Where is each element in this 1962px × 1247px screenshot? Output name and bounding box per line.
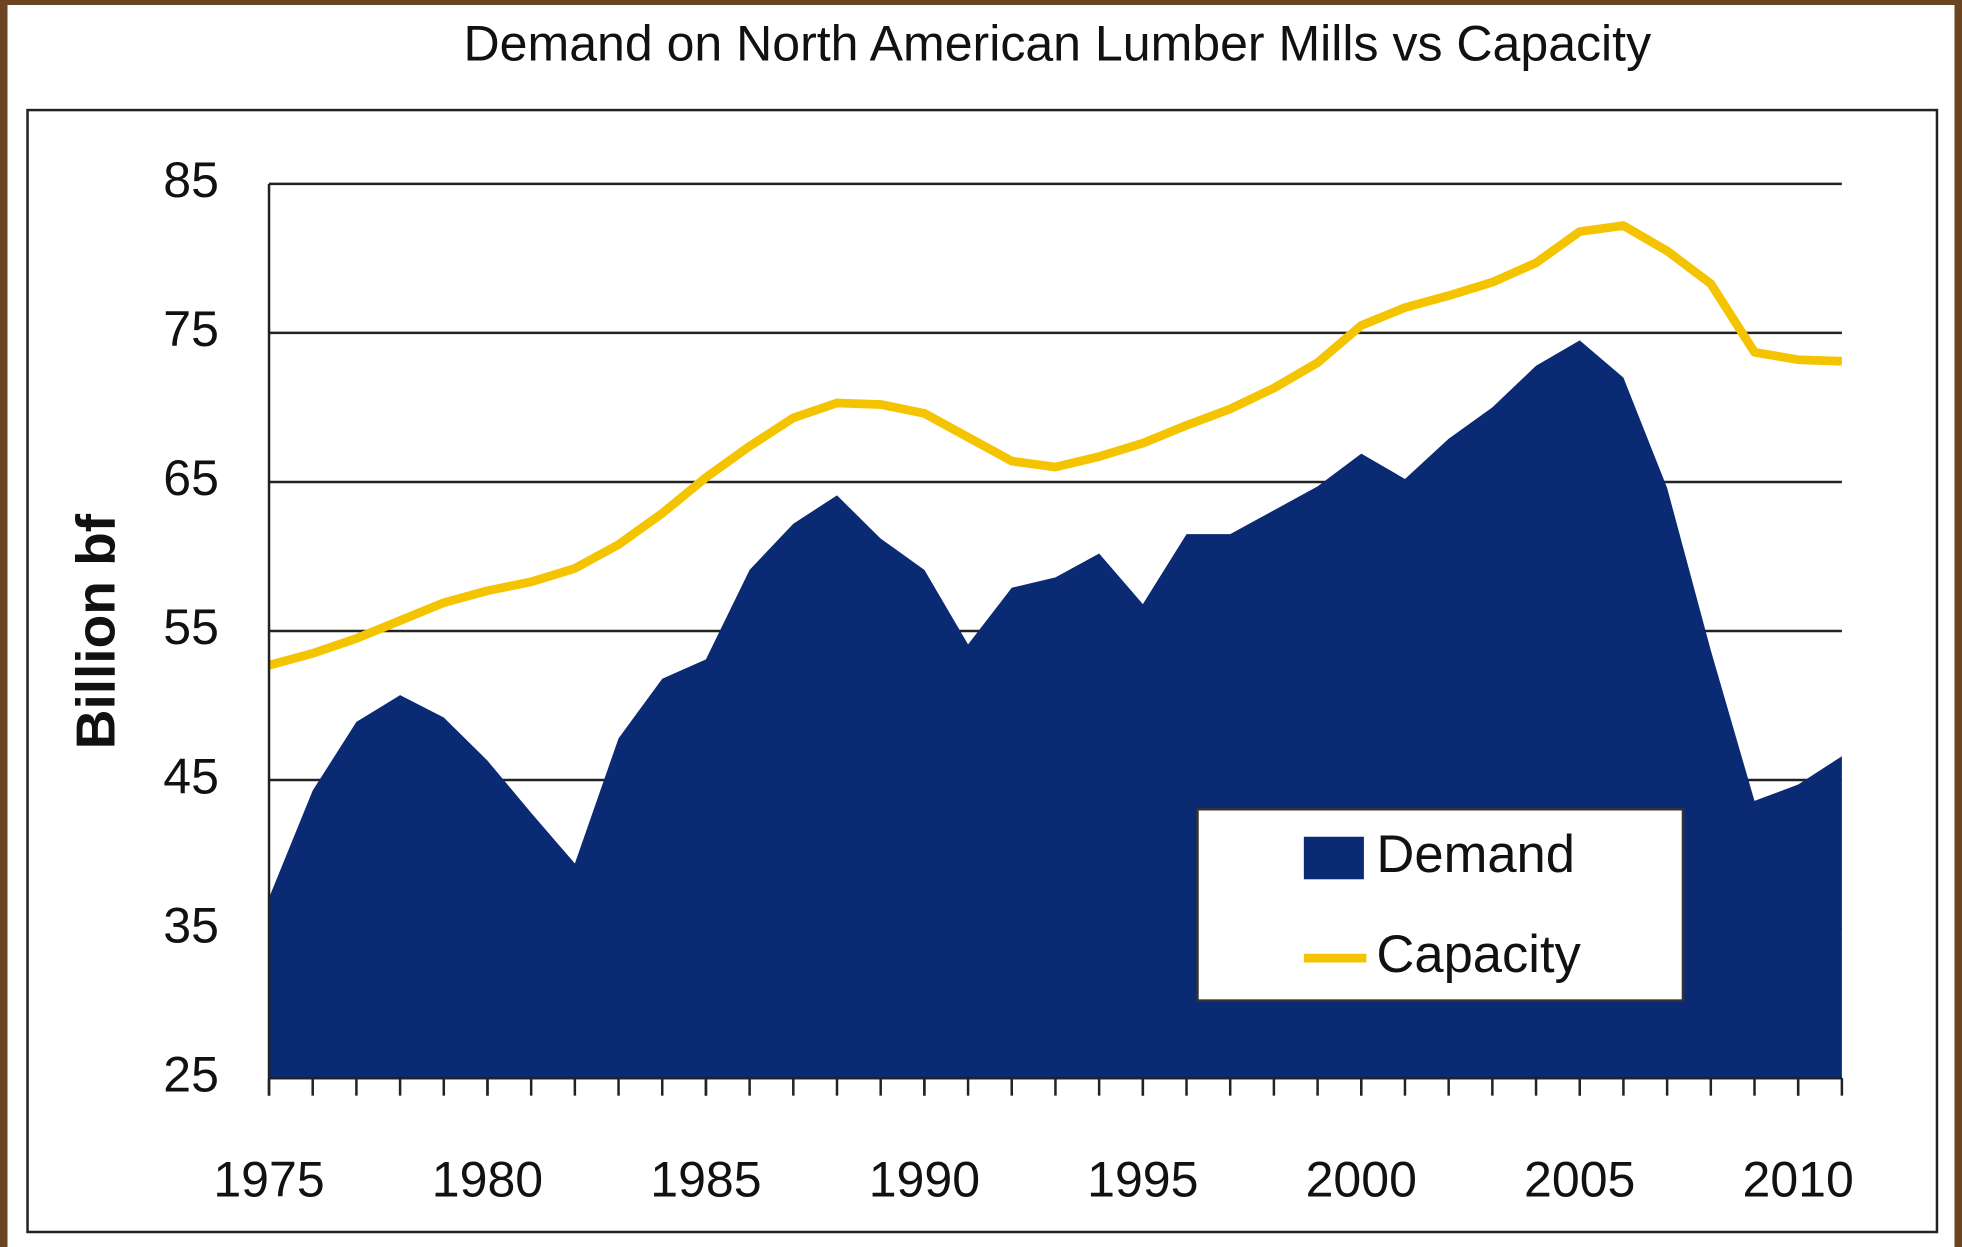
y-tick-label: 75 <box>163 301 219 357</box>
legend-swatch <box>1303 836 1364 880</box>
y-tick-label: 25 <box>163 1046 219 1102</box>
x-tick-label: 1980 <box>432 1151 543 1207</box>
legend-label: Capacity <box>1376 925 1581 984</box>
y-tick-label: 55 <box>163 599 219 655</box>
legend <box>1196 807 1685 1002</box>
legend-label: Demand <box>1376 825 1575 884</box>
y-tick-label: 45 <box>163 748 219 804</box>
x-tick-label: 2000 <box>1306 1151 1417 1207</box>
y-axis-label: Billion bf <box>65 513 127 749</box>
chart-title: Demand on North American Lumber Mills vs… <box>464 16 1652 72</box>
y-tick-label: 35 <box>163 897 219 953</box>
plot-frame <box>26 108 1939 1234</box>
x-tick-label: 1995 <box>1087 1151 1198 1207</box>
x-tick-label: 2010 <box>1743 1151 1854 1207</box>
x-tick-label: 1985 <box>650 1151 761 1207</box>
x-tick-label: 1975 <box>213 1151 324 1207</box>
capacity-line <box>267 221 1843 670</box>
x-tick-label: 1990 <box>869 1151 980 1207</box>
x-tick-label: 2005 <box>1524 1151 1635 1207</box>
y-tick-label: 85 <box>163 152 219 208</box>
y-tick-label: 65 <box>163 450 219 506</box>
